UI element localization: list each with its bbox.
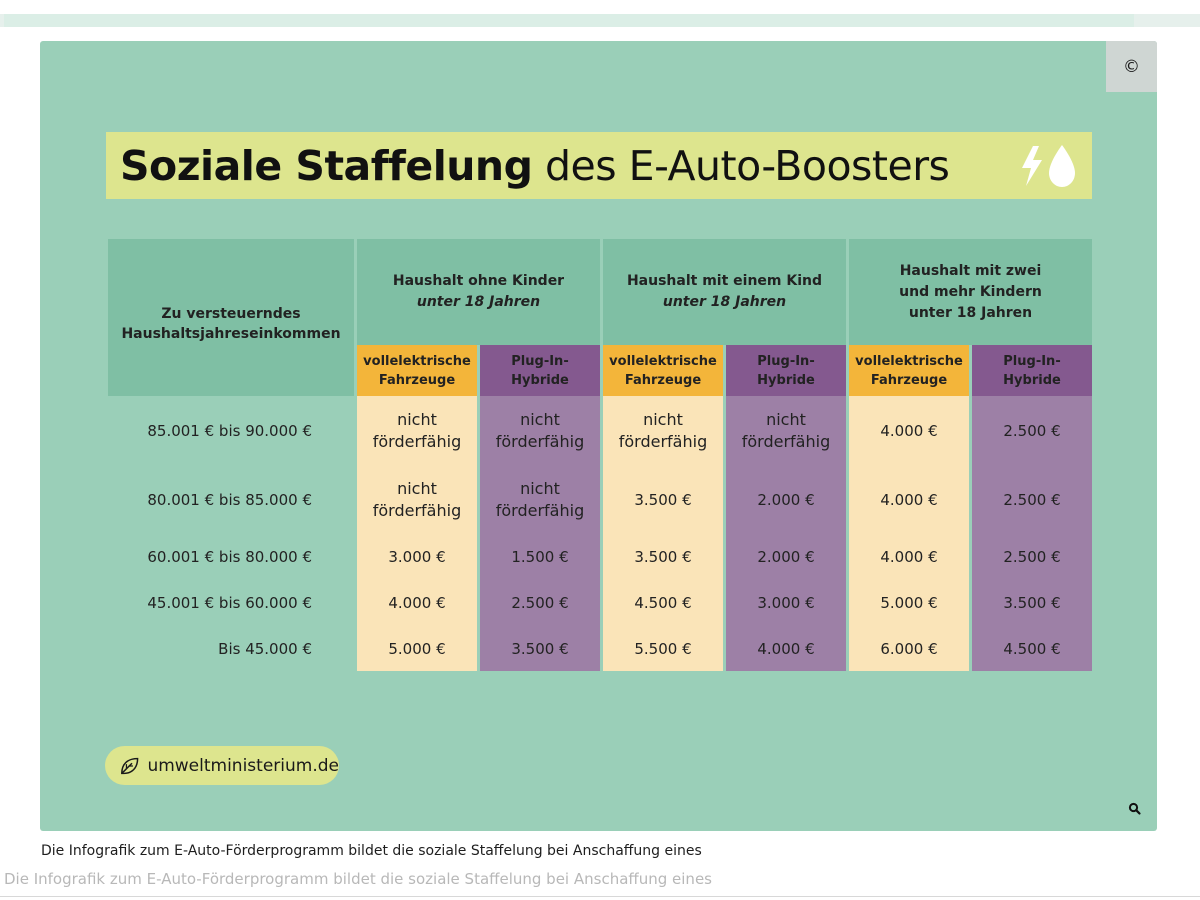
value-cell: 3.500 € — [603, 534, 723, 580]
value-cell: 5.500 € — [603, 626, 723, 671]
value-cell: 4.000 € — [357, 580, 477, 626]
income-cell: 45.001 € bis 60.000 € — [147, 594, 312, 612]
value-cell: 4.500 € — [603, 580, 723, 626]
value-cell: 3.000 € — [726, 580, 846, 626]
site-badge-link[interactable]: umweltministerium.de — [105, 746, 339, 785]
subsidy-table: Zu versteuerndes Haushaltsjahreseinkomme… — [105, 239, 1095, 671]
title-bold: Soziale Staffelung — [120, 141, 533, 190]
value-cell: 3.500 € — [480, 626, 600, 671]
value-cell: 2.500 € — [480, 580, 600, 626]
value-cell: nicht förderfähig — [480, 396, 600, 466]
value-cell: 3.500 € — [603, 466, 723, 534]
income-cell: 60.001 € bis 80.000 € — [147, 548, 312, 566]
subheader-ev: vollelektrische Fahrzeuge — [357, 345, 477, 396]
value-cell: 5.000 € — [849, 580, 969, 626]
title-icons — [1022, 145, 1075, 187]
value-cell: 4.000 € — [849, 534, 969, 580]
income-cell: 85.001 € bis 90.000 € — [147, 422, 312, 440]
progress-fill — [4, 14, 1134, 27]
table-row: 60.001 € bis 80.000 € 3.000 € 1.500 € 3.… — [108, 534, 1092, 580]
figure-caption-faded: Die Infografik zum E-Auto-Förderprogramm… — [4, 870, 712, 888]
value-cell: nicht förderfähig — [357, 396, 477, 466]
income-cell: 80.001 € bis 85.000 € — [147, 491, 312, 509]
income-header: Zu versteuerndes Haushaltsjahreseinkomme… — [108, 239, 354, 396]
drop-icon — [1049, 145, 1075, 187]
lightning-icon — [1022, 146, 1042, 186]
value-cell: 2.500 € — [972, 534, 1092, 580]
value-cell: 4.000 € — [849, 396, 969, 466]
subheader-ev: vollelektrische Fahrzeuge — [603, 345, 723, 396]
value-cell: 4.500 € — [972, 626, 1092, 671]
value-cell: 3.500 € — [972, 580, 1092, 626]
subheader-phev: Plug-In- Hybride — [726, 345, 846, 396]
value-cell: 5.000 € — [357, 626, 477, 671]
subheader-ev: vollelektrische Fahrzeuge — [849, 345, 969, 396]
site-badge-label: umweltministerium.de — [147, 755, 339, 776]
value-cell: 3.000 € — [357, 534, 477, 580]
title-rest: des E-Auto-Boosters — [532, 141, 950, 190]
value-cell: nicht förderfähig — [726, 396, 846, 466]
leaf-icon — [121, 757, 139, 774]
value-cell: nicht förderfähig — [480, 466, 600, 534]
income-cell: Bis 45.000 € — [218, 639, 312, 658]
page-title: Soziale Staffelung des E-Auto-Boosters — [120, 141, 950, 190]
subheader-phev: Plug-In- Hybride — [480, 345, 600, 396]
table-row: 45.001 € bis 60.000 € 4.000 € 2.500 € 4.… — [108, 580, 1092, 626]
bottom-divider — [0, 896, 1200, 897]
table-row: 80.001 € bis 85.000 € nicht förderfähig n… — [108, 466, 1092, 534]
value-cell: 2.500 € — [972, 396, 1092, 466]
copyright-button[interactable]: © — [1106, 41, 1157, 92]
table-row: 85.001 € bis 90.000 € nicht förderfähig n… — [108, 396, 1092, 466]
subheader-phev: Plug-In- Hybride — [972, 345, 1092, 396]
table-row: Bis 45.000 € 5.000 € 3.500 € 5.500 € 4.0… — [108, 626, 1092, 671]
value-cell: 1.500 € — [480, 534, 600, 580]
value-cell: 2.000 € — [726, 534, 846, 580]
value-cell: 2.500 € — [972, 466, 1092, 534]
figure-caption: Die Infografik zum E-Auto-Förderprogramm… — [41, 843, 702, 859]
title-bar: Soziale Staffelung des E-Auto-Boosters — [106, 132, 1092, 199]
magnifier-icon[interactable] — [1127, 801, 1143, 817]
group-header-one-child: Haushalt mit einem Kind unter 18 Jahren — [603, 239, 846, 345]
value-cell: nicht förderfähig — [603, 396, 723, 466]
group-header-two-plus-children: Haushalt mit zwei und mehr Kindern unter… — [849, 239, 1092, 345]
value-cell: 4.000 € — [726, 626, 846, 671]
value-cell: 6.000 € — [849, 626, 969, 671]
value-cell: nicht förderfähig — [357, 466, 477, 534]
copyright-icon: © — [1123, 56, 1140, 77]
infographic: © Soziale Staffelung des E-Auto-Boosters… — [40, 41, 1157, 831]
value-cell: 4.000 € — [849, 466, 969, 534]
value-cell: 2.000 € — [726, 466, 846, 534]
group-header-no-children: Haushalt ohne Kinder unter 18 Jahren — [357, 239, 600, 345]
